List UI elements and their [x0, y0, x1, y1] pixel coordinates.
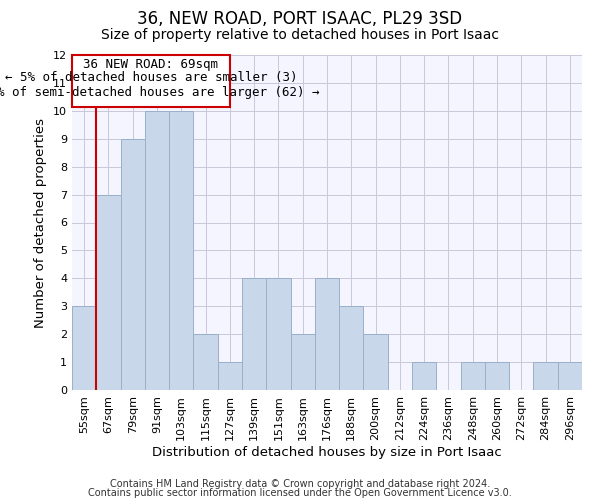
Bar — [412, 362, 436, 390]
Bar — [145, 111, 169, 390]
Bar — [364, 334, 388, 390]
X-axis label: Distribution of detached houses by size in Port Isaac: Distribution of detached houses by size … — [152, 446, 502, 458]
Bar — [218, 362, 242, 390]
Bar — [558, 362, 582, 390]
Bar — [96, 194, 121, 390]
Bar — [121, 139, 145, 390]
Bar — [72, 306, 96, 390]
Bar — [461, 362, 485, 390]
Text: Contains HM Land Registry data © Crown copyright and database right 2024.: Contains HM Land Registry data © Crown c… — [110, 479, 490, 489]
Bar — [485, 362, 509, 390]
Text: 95% of semi-detached houses are larger (62) →: 95% of semi-detached houses are larger (… — [0, 86, 320, 99]
Text: 36 NEW ROAD: 69sqm: 36 NEW ROAD: 69sqm — [83, 58, 218, 71]
Bar — [266, 278, 290, 390]
Bar — [315, 278, 339, 390]
Text: Size of property relative to detached houses in Port Isaac: Size of property relative to detached ho… — [101, 28, 499, 42]
Text: ← 5% of detached houses are smaller (3): ← 5% of detached houses are smaller (3) — [5, 71, 297, 84]
FancyBboxPatch shape — [72, 55, 230, 106]
Y-axis label: Number of detached properties: Number of detached properties — [34, 118, 47, 328]
Text: Contains public sector information licensed under the Open Government Licence v3: Contains public sector information licen… — [88, 488, 512, 498]
Text: 36, NEW ROAD, PORT ISAAC, PL29 3SD: 36, NEW ROAD, PORT ISAAC, PL29 3SD — [137, 10, 463, 28]
Bar — [290, 334, 315, 390]
Bar — [533, 362, 558, 390]
Bar — [169, 111, 193, 390]
Bar — [193, 334, 218, 390]
Bar — [339, 306, 364, 390]
Bar — [242, 278, 266, 390]
